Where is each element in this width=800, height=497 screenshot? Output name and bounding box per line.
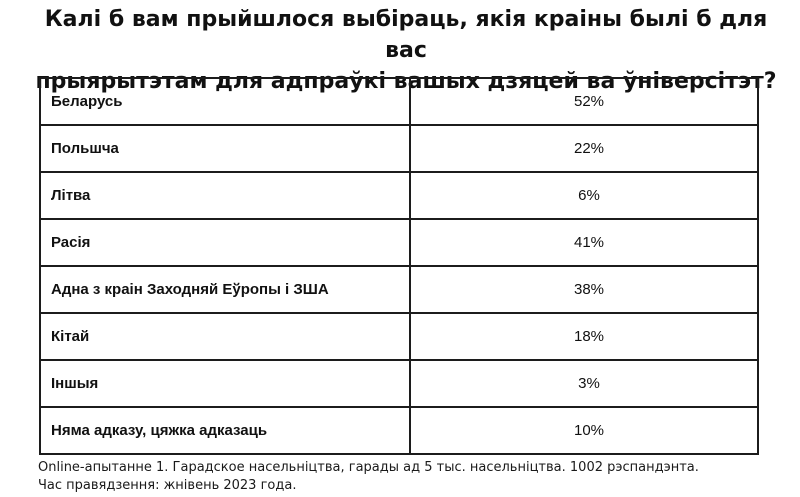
results-table-body: Беларусь 52% Польшча 22% Літва 6% Расія 41% Адна… — [39, 77, 759, 455]
value-label: 52% — [409, 77, 759, 126]
category-label: Літва — [39, 171, 411, 220]
value-label: 22% — [409, 124, 759, 173]
title-line-1: Калі б вам прыйшлося выбіраць, якія краі… — [44, 7, 768, 63]
footnote-date: Час правядзення: жнівень 2023 года. — [38, 478, 297, 493]
category-label: Адна з краін Заходняй Еўропы і ЗША — [39, 265, 411, 314]
table-row: Расія 41% — [39, 218, 759, 267]
table-row: Іншыя 3% — [39, 359, 759, 408]
value-label: 6% — [409, 171, 759, 220]
value-label: 3% — [409, 359, 759, 408]
category-label: Кітай — [39, 312, 411, 361]
table-row: Літва 6% — [39, 171, 759, 220]
category-label: Няма адказу, цяжка адказаць — [39, 406, 411, 455]
category-label: Іншыя — [39, 359, 411, 408]
value-label: 38% — [409, 265, 759, 314]
results-table-container: Беларусь 52% Польшча 22% Літва 6% Расія 41% Адна… — [39, 77, 759, 455]
footnote-method: Online-апытанне 1. Гарадское насельніцтв… — [38, 460, 699, 475]
category-label: Расія — [39, 218, 411, 267]
category-label: Беларусь — [39, 77, 411, 126]
table-row: Беларусь 52% — [39, 77, 759, 126]
category-label: Польшча — [39, 124, 411, 173]
table-row: Кітай 18% — [39, 312, 759, 361]
table-row: Польшча 22% — [39, 124, 759, 173]
value-label: 18% — [409, 312, 759, 361]
value-label: 41% — [409, 218, 759, 267]
results-table: Беларусь 52% Польшча 22% Літва 6% Расія 41% Адна… — [39, 77, 759, 455]
table-row: Няма адказу, цяжка адказаць 10% — [39, 406, 759, 455]
value-label: 10% — [409, 406, 759, 455]
table-row: Адна з краін Заходняй Еўропы і ЗША 38% — [39, 265, 759, 314]
